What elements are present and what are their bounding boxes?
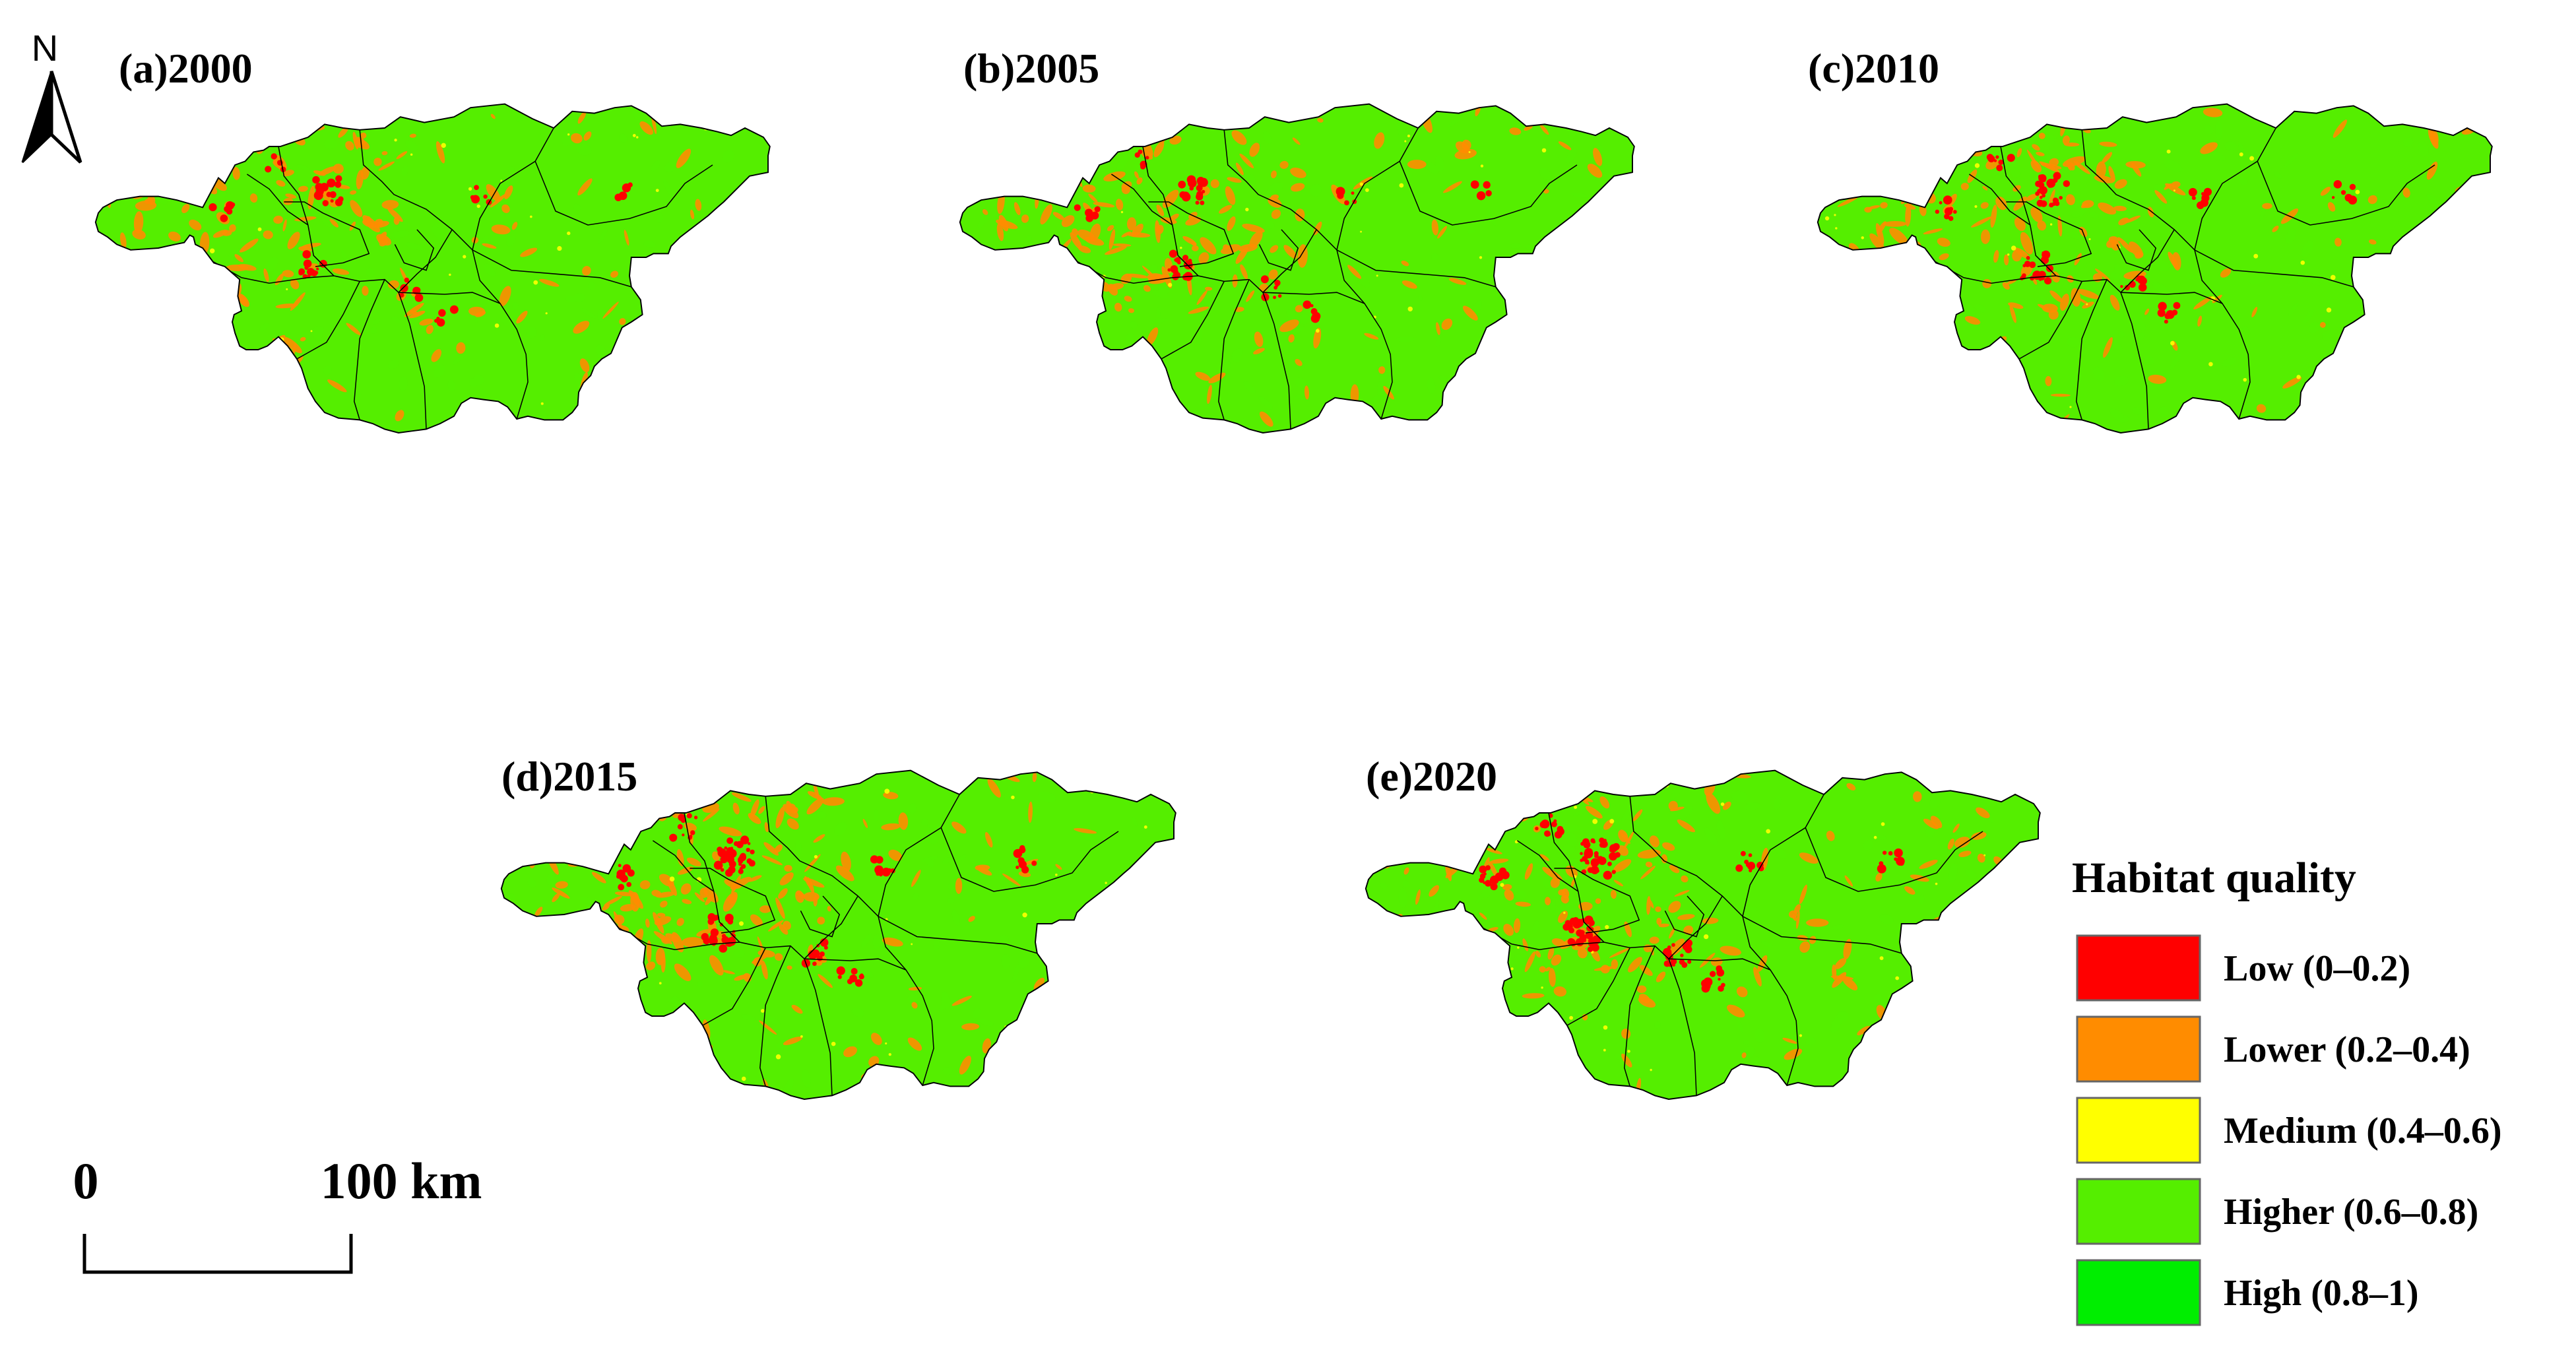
habitat-quality-map xyxy=(930,72,1635,433)
north-arrow-left-half xyxy=(21,71,53,164)
map-panel: (d)2015 xyxy=(471,738,1176,1100)
legend-label: Medium (0.4–0.6) xyxy=(2224,1110,2502,1151)
region-fill xyxy=(66,73,770,433)
scale-bar-line xyxy=(82,1234,353,1274)
legend-item: Higher (0.6–0.8) xyxy=(2076,1178,2478,1245)
legend-label: High (0.8–1) xyxy=(2224,1273,2419,1314)
district-boundaries xyxy=(1910,127,2435,430)
district-boundaries xyxy=(1052,127,1578,430)
district-boundaries xyxy=(593,794,1119,1096)
legend-swatch xyxy=(2076,1097,2201,1164)
panel-year-label: (b)2005 xyxy=(963,45,1099,92)
map-panel: (b)2005 xyxy=(930,45,1635,433)
habitat-quality-map xyxy=(1787,72,2493,433)
legend-item: Low (0–0.2) xyxy=(2076,934,2410,1002)
district-boundaries xyxy=(187,127,713,430)
panel-year-label: (a)2000 xyxy=(119,45,253,92)
scale-bar-start-label: 0 xyxy=(73,1152,99,1209)
panel-year-label: (c)2010 xyxy=(1808,45,1939,92)
legend-item: Lower (0.2–0.4) xyxy=(2076,1015,2470,1083)
map-panel: (e)2020 xyxy=(1336,738,2041,1100)
scale-bar: 0 100 km xyxy=(73,1152,482,1274)
map-panel: (c)2010 xyxy=(1787,45,2493,433)
panel-year-label: (e)2020 xyxy=(1366,753,1497,800)
north-arrow: N xyxy=(21,27,82,164)
legend-swatch xyxy=(2076,1178,2201,1245)
legend-items: Low (0–0.2) Lower (0.2–0.4) Medium (0.4–0.… xyxy=(2076,934,2502,1326)
map-panel: (a)2000 xyxy=(65,45,771,433)
district-boundaries xyxy=(1458,794,1983,1096)
habitat-quality-map xyxy=(65,72,771,433)
scale-bar-end-label: 100 km xyxy=(321,1152,482,1209)
legend-label: Low (0–0.2) xyxy=(2224,948,2410,989)
legend-item: High (0.8–1) xyxy=(2076,1259,2419,1326)
legend-swatch xyxy=(2076,1015,2201,1083)
legend: Habitat quality Low (0–0.2) Lower (0.2–0.… xyxy=(2072,854,2502,1326)
legend-label: Lower (0.2–0.4) xyxy=(2224,1029,2470,1070)
legend-swatch xyxy=(2076,1259,2201,1326)
north-arrow-letter: N xyxy=(32,27,58,69)
legend-swatch xyxy=(2076,934,2201,1002)
north-arrow-right-half xyxy=(49,71,82,164)
legend-item: Medium (0.4–0.6) xyxy=(2076,1097,2502,1164)
legend-label: Higher (0.6–0.8) xyxy=(2224,1192,2478,1233)
panel-year-label: (d)2015 xyxy=(501,753,637,800)
legend-title: Habitat quality xyxy=(2072,854,2356,902)
